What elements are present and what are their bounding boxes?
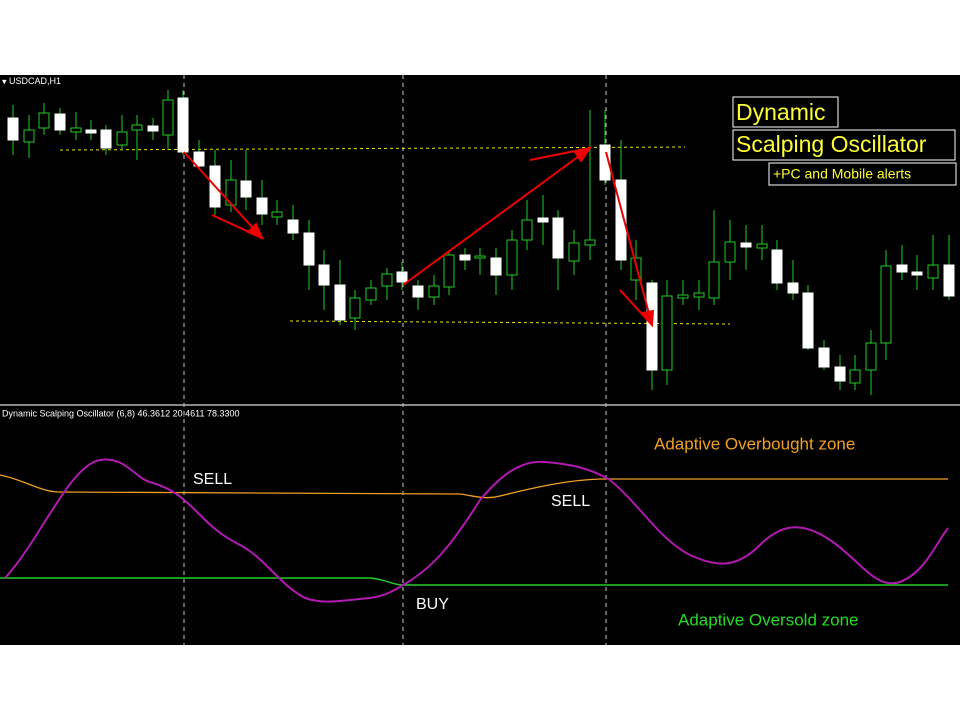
candle-body: [365, 287, 377, 301]
arrow-head: [573, 146, 593, 163]
signal-label: BUY: [416, 596, 449, 613]
candle-body: [724, 241, 736, 263]
candle-body: [708, 261, 720, 299]
candle-body: [490, 257, 502, 276]
candle-body: [896, 264, 908, 273]
candle-body: [334, 284, 346, 321]
title-box: [732, 96, 839, 128]
arrow-head: [246, 222, 264, 240]
overlay-subtitle: +PC and Mobile alerts: [773, 166, 911, 182]
candle-body: [7, 117, 19, 141]
candle-body: [193, 151, 205, 167]
candle-body: [818, 347, 830, 368]
candle-body: [54, 113, 66, 131]
candle-body: [693, 292, 705, 298]
candle-body: [443, 254, 455, 288]
candle-body: [584, 239, 596, 246]
candle-body: [756, 243, 768, 249]
period-separators: [183, 75, 607, 645]
candle-body: [318, 264, 330, 286]
oscillator-line: [4, 458, 949, 603]
candle-body: [116, 131, 128, 146]
signal-label: SELL: [193, 471, 232, 488]
candle-body: [70, 127, 82, 133]
candle-body: [927, 264, 939, 279]
symbol-label: ▾ USDCAD,H1: [2, 76, 61, 86]
symbol: USDCAD,H1: [9, 76, 61, 86]
candle-body: [287, 219, 299, 234]
candle-body: [771, 249, 783, 284]
candle-body: [162, 99, 174, 136]
candle-body: [911, 271, 923, 276]
candle-body: [568, 242, 580, 262]
title-box: [732, 129, 956, 161]
candle-body: [396, 271, 408, 283]
overlay-title: Scalping Oscillator: [736, 131, 927, 157]
candle-body: [459, 254, 471, 261]
candle-body: [787, 282, 799, 294]
candle-body: [740, 242, 752, 248]
signal-label: SELL: [551, 493, 590, 510]
candle-body: [943, 264, 955, 297]
candle-body: [865, 342, 877, 371]
candle-body: [834, 366, 846, 382]
candle-body: [599, 144, 611, 181]
candle-body: [131, 124, 143, 131]
candle-body: [661, 295, 673, 371]
candle-body: [349, 297, 361, 319]
candle-body: [38, 112, 50, 129]
arrow-head: [640, 309, 655, 328]
overbought-line: [0, 474, 948, 499]
candle-body: [177, 97, 189, 153]
candle-body: [381, 273, 393, 287]
candle-body: [537, 217, 549, 223]
arrow: [183, 151, 263, 239]
resistance-line: [59, 146, 686, 151]
indicator-label: Dynamic Scalping Oscillator (6,8) 46.361…: [2, 408, 239, 418]
candle-body: [240, 180, 252, 198]
arrow: [605, 151, 653, 326]
candle-body: [256, 197, 268, 215]
overbought-label: Adaptive Overbought zone: [654, 434, 855, 453]
candle-body: [428, 285, 440, 298]
candle-body: [474, 255, 486, 259]
arrows: [183, 146, 655, 328]
candle-body: [802, 292, 814, 349]
candle-body: [521, 219, 533, 241]
candle-body: [552, 217, 564, 259]
oversold-label: Adaptive Oversold zone: [678, 610, 859, 629]
candle-body: [677, 294, 689, 299]
candle-body: [147, 125, 159, 132]
candle-body: [849, 369, 861, 384]
arrow: [402, 147, 591, 286]
candle-body: [100, 129, 112, 149]
candle-body: [23, 129, 35, 143]
candle-body: [506, 239, 518, 276]
candle-body: [615, 179, 627, 261]
candle-body: [303, 232, 315, 266]
candle-body: [880, 265, 892, 344]
candles: [7, 90, 955, 395]
chart-panel: [0, 75, 960, 645]
candle-body: [85, 129, 97, 134]
subtitle-box: [768, 162, 957, 186]
candle-body: [412, 285, 424, 298]
candle-body: [630, 257, 642, 281]
overlay-title: Dynamic: [736, 99, 825, 125]
candle-body: [271, 211, 283, 218]
